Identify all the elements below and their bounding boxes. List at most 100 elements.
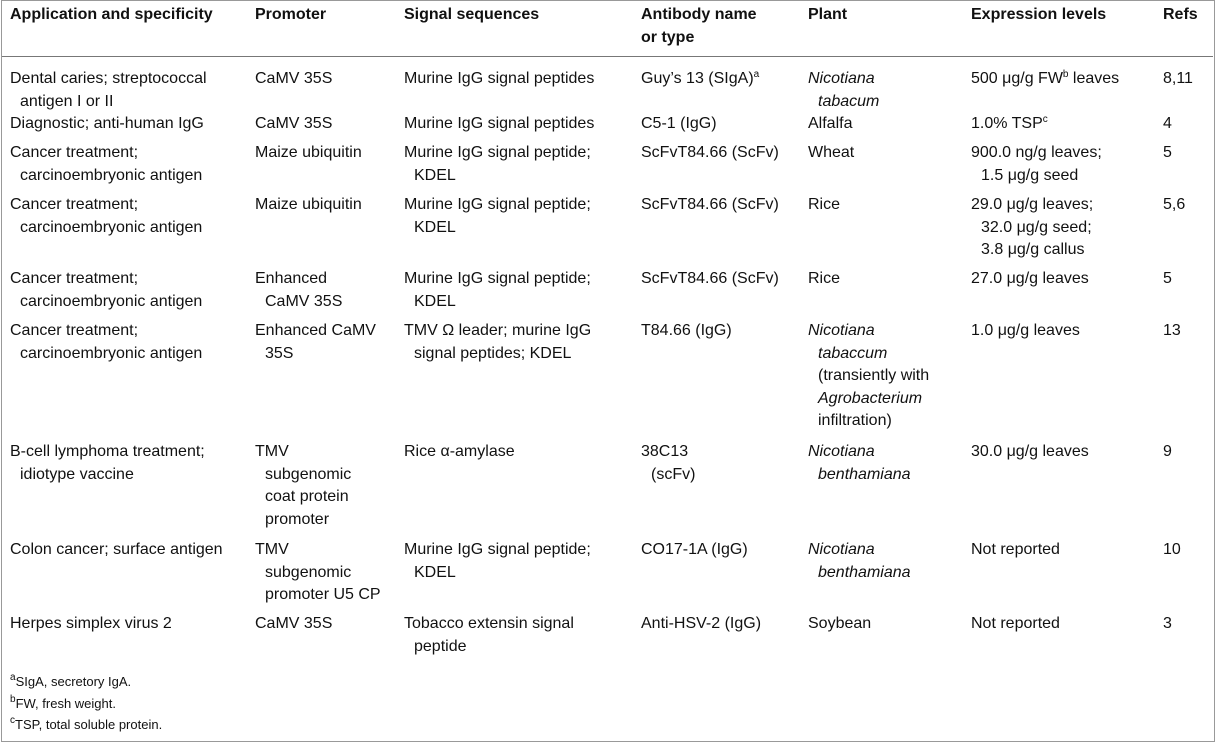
table-cell: 38C13 (scFv) (641, 443, 696, 483)
text-run: Nicotiana tabacum (808, 70, 880, 110)
table-cell: Murine IgG signal peptide; KDEL (404, 270, 591, 310)
column-header: Promoter (255, 0, 404, 57)
table-cell: Nicotiana benthamiana (808, 539, 971, 613)
table-cell: 5,6 (1163, 196, 1186, 213)
table-row: Herpes simplex virus 2 CaMV 35S Tobacco ex… (2, 613, 1213, 664)
table-cell: Rice α-amylase (404, 443, 515, 460)
footnote-mark: b (10, 693, 16, 705)
table-cell: 900.0 ng/g leaves; 1.5 μg/g seed (971, 144, 1102, 184)
table-cell: Wheat (808, 144, 855, 161)
table-row: Dental caries; streptococcal antigen I o… (2, 57, 1213, 114)
superscript: a (753, 69, 760, 80)
table-cell: Murine IgG signal peptide; KDEL (404, 144, 591, 184)
table-row: Cancer treatment; carcinoembryonic antig… (2, 142, 1213, 194)
table-cell: B-cell lymphoma treatment; idiotype vacc… (10, 443, 205, 483)
text-run: Nicotiana benthamiana (808, 541, 911, 581)
table-cell: Rice (808, 196, 841, 213)
table-cell: 5 (1163, 144, 1172, 161)
table-cell: CO17-1A (IgG) (641, 541, 748, 558)
table-cell: 29.0 μg/g leaves; 32.0 μg/g seed; 3.8 μg… (971, 196, 1094, 258)
table-cell: Maize ubiquitin (255, 144, 362, 161)
table-cell: Cancer treatment; carcinoembryonic antig… (10, 270, 203, 310)
footnote-mark: c (10, 715, 15, 726)
table-cell: Enhanced CaMV 35S (255, 270, 343, 310)
table-cell: 8,11 (1163, 70, 1193, 87)
table-cell: TMV Ω leader; murine IgG signal peptides… (404, 322, 592, 362)
table-cell: ScFvT84.66 (ScFv) (641, 196, 779, 213)
table-cell: Enhanced CaMV 35S (255, 322, 376, 362)
table-cell: 30.0 μg/g leaves (971, 443, 1089, 460)
table-cell: Not reported (971, 615, 1060, 632)
table-cell: TMV subgenomic coat protein promoter (255, 443, 352, 528)
text-run: leaves (1068, 70, 1120, 87)
column-header: Signal sequences (404, 0, 641, 57)
table-cell: Murine IgG signal peptides (404, 70, 595, 87)
footnote-mark: a (10, 672, 16, 683)
header-row: Application and specificity Promoter Signa… (2, 0, 1213, 57)
column-header: Plant (808, 0, 971, 57)
text-run: Nicotiana benthamiana (808, 443, 911, 483)
table-cell: T84.66 (IgG) (641, 322, 732, 339)
table-cell: Rice (808, 270, 841, 287)
table-cell: CaMV 35S (255, 615, 333, 632)
data-table: Application and specificity Promoter Signa… (2, 0, 1213, 664)
column-header: Refs (1163, 0, 1213, 57)
table-cell: 10 (1163, 541, 1181, 558)
table-cell: 3 (1163, 615, 1172, 632)
table-cell: Dental caries; streptococcal antigen I o… (10, 70, 207, 110)
footnote: aSIgA, secretory IgA. (10, 671, 162, 693)
column-header: Antibody name or type (641, 0, 808, 57)
table-cell: Alfalfa (808, 115, 853, 132)
table-cell: CaMV 35S (255, 115, 333, 132)
table-cell: Not reported (971, 541, 1060, 558)
table-cell: Maize ubiquitin (255, 196, 362, 213)
table-cell: Nicotiana benthamiana (808, 441, 971, 539)
table-row: Cancer treatment; carcinoembryonic antig… (2, 194, 1213, 268)
table-cell: Nicotiana tabaccum (transiently with Agr… (808, 320, 971, 441)
table-cell: Cancer treatment; carcinoembryonic antig… (10, 196, 203, 236)
table-cell: Cancer treatment; carcinoembryonic antig… (10, 144, 203, 184)
footnote: cTSP, total soluble protein. (10, 714, 162, 736)
table-cell: 4 (1163, 115, 1172, 132)
table-cell: Cancer treatment; carcinoembryonic antig… (10, 322, 203, 362)
table-cell: Diagnostic; anti-human IgG (10, 115, 204, 132)
column-header: Application and specificity (2, 0, 255, 57)
text-run: Agrobacterium (818, 389, 923, 407)
table-cell: C5-1 (IgG) (641, 115, 717, 132)
text-run: 500 μg/g FW (971, 70, 1063, 87)
table-cell: Nicotiana tabacum (808, 57, 971, 114)
table-cell: Tobacco extensin signal peptide (404, 615, 574, 655)
table-cell: ScFvT84.66 (ScFv) (641, 144, 779, 161)
table-cell: ScFvT84.66 (ScFv) (641, 270, 779, 287)
table-row: Colon cancer; surface antigen TMV subgeno… (2, 539, 1213, 613)
footnote-text: FW, fresh weight. (15, 695, 116, 711)
footnotes: aSIgA, secretory IgA. bFW, fresh weight. c… (10, 671, 162, 736)
table-cell: 1.0 μg/g leaves (971, 322, 1080, 339)
table-row: Diagnostic; anti-human IgG CaMV 35S Murine… (2, 113, 1213, 142)
table-cell: TMV subgenomic promoter U5 CP (255, 541, 381, 603)
footnote-text: TSP, total soluble protein. (15, 717, 163, 732)
table-cell: Murine IgG signal peptides (404, 115, 595, 132)
superscript: c (1042, 114, 1048, 125)
table-cell: Murine IgG signal peptide; KDEL (404, 196, 591, 236)
text-run: Nicotiana tabaccum (808, 322, 888, 362)
text-run: infiltration) (818, 412, 892, 429)
footnote-text: SIgA, secretory IgA. (15, 674, 132, 689)
table-body: Dental caries; streptococcal antigen I o… (2, 57, 1213, 665)
table-cell: Herpes simplex virus 2 (10, 615, 172, 632)
table-row: B-cell lymphoma treatment; idiotype vacc… (2, 441, 1213, 539)
footnote: bFW, fresh weight. (10, 693, 162, 715)
text-run: 1.0% TSP (971, 115, 1043, 132)
table-cell: Colon cancer; surface antigen (10, 541, 223, 558)
table-cell: Anti-HSV-2 (IgG) (641, 615, 762, 632)
column-header: Expression levels (971, 0, 1163, 57)
text-run: (transiently with (818, 367, 930, 384)
table-cell: 500 μg/g FWb leaves (971, 57, 1163, 114)
table-row: Cancer treatment; carcinoembryonic antig… (2, 320, 1213, 441)
table-cell: 13 (1163, 322, 1181, 339)
superscript: b (1062, 69, 1069, 80)
table-cell: 27.0 μg/g leaves (971, 270, 1089, 287)
text-run: Guy’s 13 (SIgA) (641, 70, 754, 87)
table-row: Cancer treatment; carcinoembryonic antig… (2, 268, 1213, 320)
table-cell: 9 (1163, 443, 1172, 460)
